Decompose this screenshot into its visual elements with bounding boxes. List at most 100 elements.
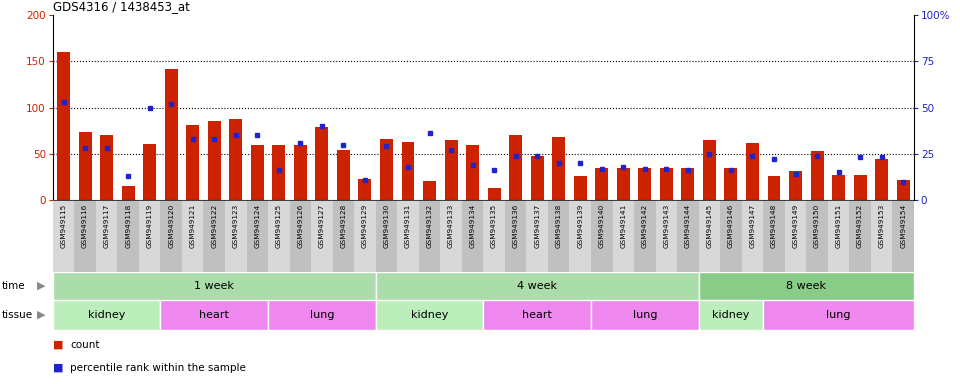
Text: 8 week: 8 week xyxy=(786,281,827,291)
Bar xyxy=(79,132,91,200)
Text: GSM949148: GSM949148 xyxy=(771,204,777,248)
Text: kidney: kidney xyxy=(88,310,126,320)
Bar xyxy=(204,200,225,272)
Text: GSM949153: GSM949153 xyxy=(878,204,884,248)
Text: heart: heart xyxy=(200,310,229,320)
Bar xyxy=(699,300,763,330)
Bar xyxy=(505,200,526,272)
Bar xyxy=(850,200,871,272)
Bar xyxy=(526,200,548,272)
Bar xyxy=(638,168,651,200)
Bar xyxy=(531,156,543,200)
Text: GSM949128: GSM949128 xyxy=(341,204,347,248)
Text: heart: heart xyxy=(522,310,552,320)
Bar xyxy=(225,200,247,272)
Text: 1 week: 1 week xyxy=(194,281,234,291)
Bar xyxy=(337,150,349,200)
Bar xyxy=(160,300,268,330)
Text: GDS4316 / 1438453_at: GDS4316 / 1438453_at xyxy=(53,0,190,13)
Bar xyxy=(784,200,806,272)
Bar xyxy=(484,200,505,272)
Bar xyxy=(375,200,397,272)
Bar xyxy=(251,144,264,200)
Text: GSM949152: GSM949152 xyxy=(857,204,863,248)
Bar xyxy=(699,272,914,300)
Bar xyxy=(316,127,328,200)
Bar xyxy=(354,200,375,272)
Text: GSM949136: GSM949136 xyxy=(513,204,518,248)
Text: GSM949149: GSM949149 xyxy=(793,204,799,248)
Bar xyxy=(720,200,742,272)
Text: lung: lung xyxy=(310,310,334,320)
Text: lung: lung xyxy=(633,310,657,320)
Text: GSM949139: GSM949139 xyxy=(577,204,584,248)
Text: GSM949133: GSM949133 xyxy=(448,204,454,248)
Bar xyxy=(290,200,311,272)
Text: GSM949117: GSM949117 xyxy=(104,204,109,248)
Bar xyxy=(789,171,802,200)
Text: GSM949125: GSM949125 xyxy=(276,204,282,248)
Bar xyxy=(247,200,268,272)
Text: GSM949127: GSM949127 xyxy=(319,204,324,248)
Bar xyxy=(96,200,117,272)
Text: GSM949150: GSM949150 xyxy=(814,204,820,248)
Text: GSM949130: GSM949130 xyxy=(383,204,390,248)
Bar xyxy=(682,168,694,200)
Text: GSM949140: GSM949140 xyxy=(599,204,605,248)
Bar xyxy=(165,69,178,200)
Text: kidney: kidney xyxy=(411,310,448,320)
Bar xyxy=(441,200,462,272)
Bar xyxy=(375,272,699,300)
Bar xyxy=(100,135,113,200)
Bar xyxy=(746,142,759,200)
Text: kidney: kidney xyxy=(712,310,750,320)
Bar xyxy=(806,200,828,272)
Bar xyxy=(569,200,591,272)
Text: ■: ■ xyxy=(53,363,63,373)
Bar xyxy=(699,200,720,272)
Bar xyxy=(677,200,699,272)
Text: GSM949126: GSM949126 xyxy=(298,204,303,248)
Text: GSM949134: GSM949134 xyxy=(469,204,475,248)
Bar xyxy=(591,200,612,272)
Bar xyxy=(574,176,587,200)
Bar xyxy=(333,200,354,272)
Bar xyxy=(832,175,845,200)
Bar xyxy=(548,200,569,272)
Bar xyxy=(143,144,156,200)
Bar xyxy=(617,168,630,200)
Text: GSM949147: GSM949147 xyxy=(750,204,756,248)
Bar xyxy=(273,144,285,200)
Bar xyxy=(423,180,436,200)
Bar xyxy=(509,135,522,200)
Text: GSM949118: GSM949118 xyxy=(125,204,132,248)
Text: GSM949142: GSM949142 xyxy=(642,204,648,248)
Text: lung: lung xyxy=(827,310,851,320)
Text: GSM949146: GSM949146 xyxy=(728,204,734,248)
Bar xyxy=(828,200,850,272)
Text: GSM949115: GSM949115 xyxy=(60,204,66,248)
Text: GSM949154: GSM949154 xyxy=(900,204,906,248)
Bar xyxy=(294,144,307,200)
Text: tissue: tissue xyxy=(2,310,33,320)
Text: GSM949124: GSM949124 xyxy=(254,204,260,248)
Bar xyxy=(763,300,914,330)
Bar xyxy=(358,179,372,200)
Bar xyxy=(419,200,441,272)
Bar xyxy=(57,52,70,200)
Text: GSM949129: GSM949129 xyxy=(362,204,368,248)
Text: GSM949151: GSM949151 xyxy=(835,204,842,248)
Bar xyxy=(725,168,737,200)
Text: count: count xyxy=(70,340,100,350)
Bar xyxy=(897,180,910,200)
Bar xyxy=(595,168,609,200)
Bar xyxy=(380,139,393,200)
Bar xyxy=(488,188,500,200)
Bar xyxy=(703,140,716,200)
Bar xyxy=(375,300,484,330)
Bar xyxy=(853,175,867,200)
Bar xyxy=(139,200,160,272)
Text: GSM949121: GSM949121 xyxy=(190,204,196,248)
Bar xyxy=(462,200,484,272)
Bar xyxy=(484,300,591,330)
